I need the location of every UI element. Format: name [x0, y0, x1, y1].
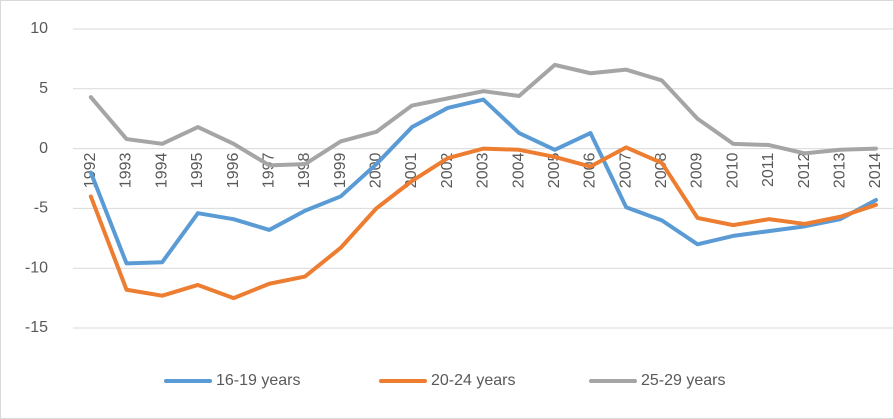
x-tick-label: 2006 — [582, 152, 599, 188]
y-tick-label: -10 — [25, 259, 48, 276]
y-tick-label: -15 — [25, 319, 48, 336]
y-tick-label: 5 — [39, 80, 48, 97]
x-tick-label: 2014 — [867, 152, 884, 188]
x-tick-label: 2009 — [689, 152, 706, 188]
y-tick-label: 0 — [39, 140, 48, 157]
x-tick-label: 2012 — [796, 152, 813, 188]
series-line — [88, 145, 878, 301]
x-tick-label: 2003 — [475, 152, 492, 188]
legend-label: 25-29 years — [641, 372, 726, 389]
legend-label: 20-24 years — [431, 372, 516, 389]
x-tick-label: 2011 — [760, 152, 777, 187]
x-tick-label: 1997 — [260, 152, 277, 188]
x-tick-label: 1998 — [296, 152, 313, 188]
y-tick-label: 10 — [30, 20, 48, 37]
x-tick-label: 2005 — [546, 152, 563, 188]
x-tick-label: 1995 — [189, 152, 206, 188]
x-tick-label: 1996 — [225, 152, 242, 188]
x-tick-label: 1999 — [332, 152, 349, 188]
x-tick-label: 2007 — [617, 152, 634, 188]
x-tick-label: 2004 — [510, 152, 527, 188]
y-tick-label: -5 — [34, 200, 48, 217]
legend-label: 16-19 years — [216, 372, 301, 389]
series-line — [88, 62, 878, 168]
x-tick-label: 1994 — [153, 152, 170, 188]
x-tick-label: 1993 — [118, 152, 135, 188]
x-tick-label: 2013 — [831, 152, 848, 188]
x-tick-label: 2010 — [724, 152, 741, 188]
series-line — [88, 97, 878, 266]
